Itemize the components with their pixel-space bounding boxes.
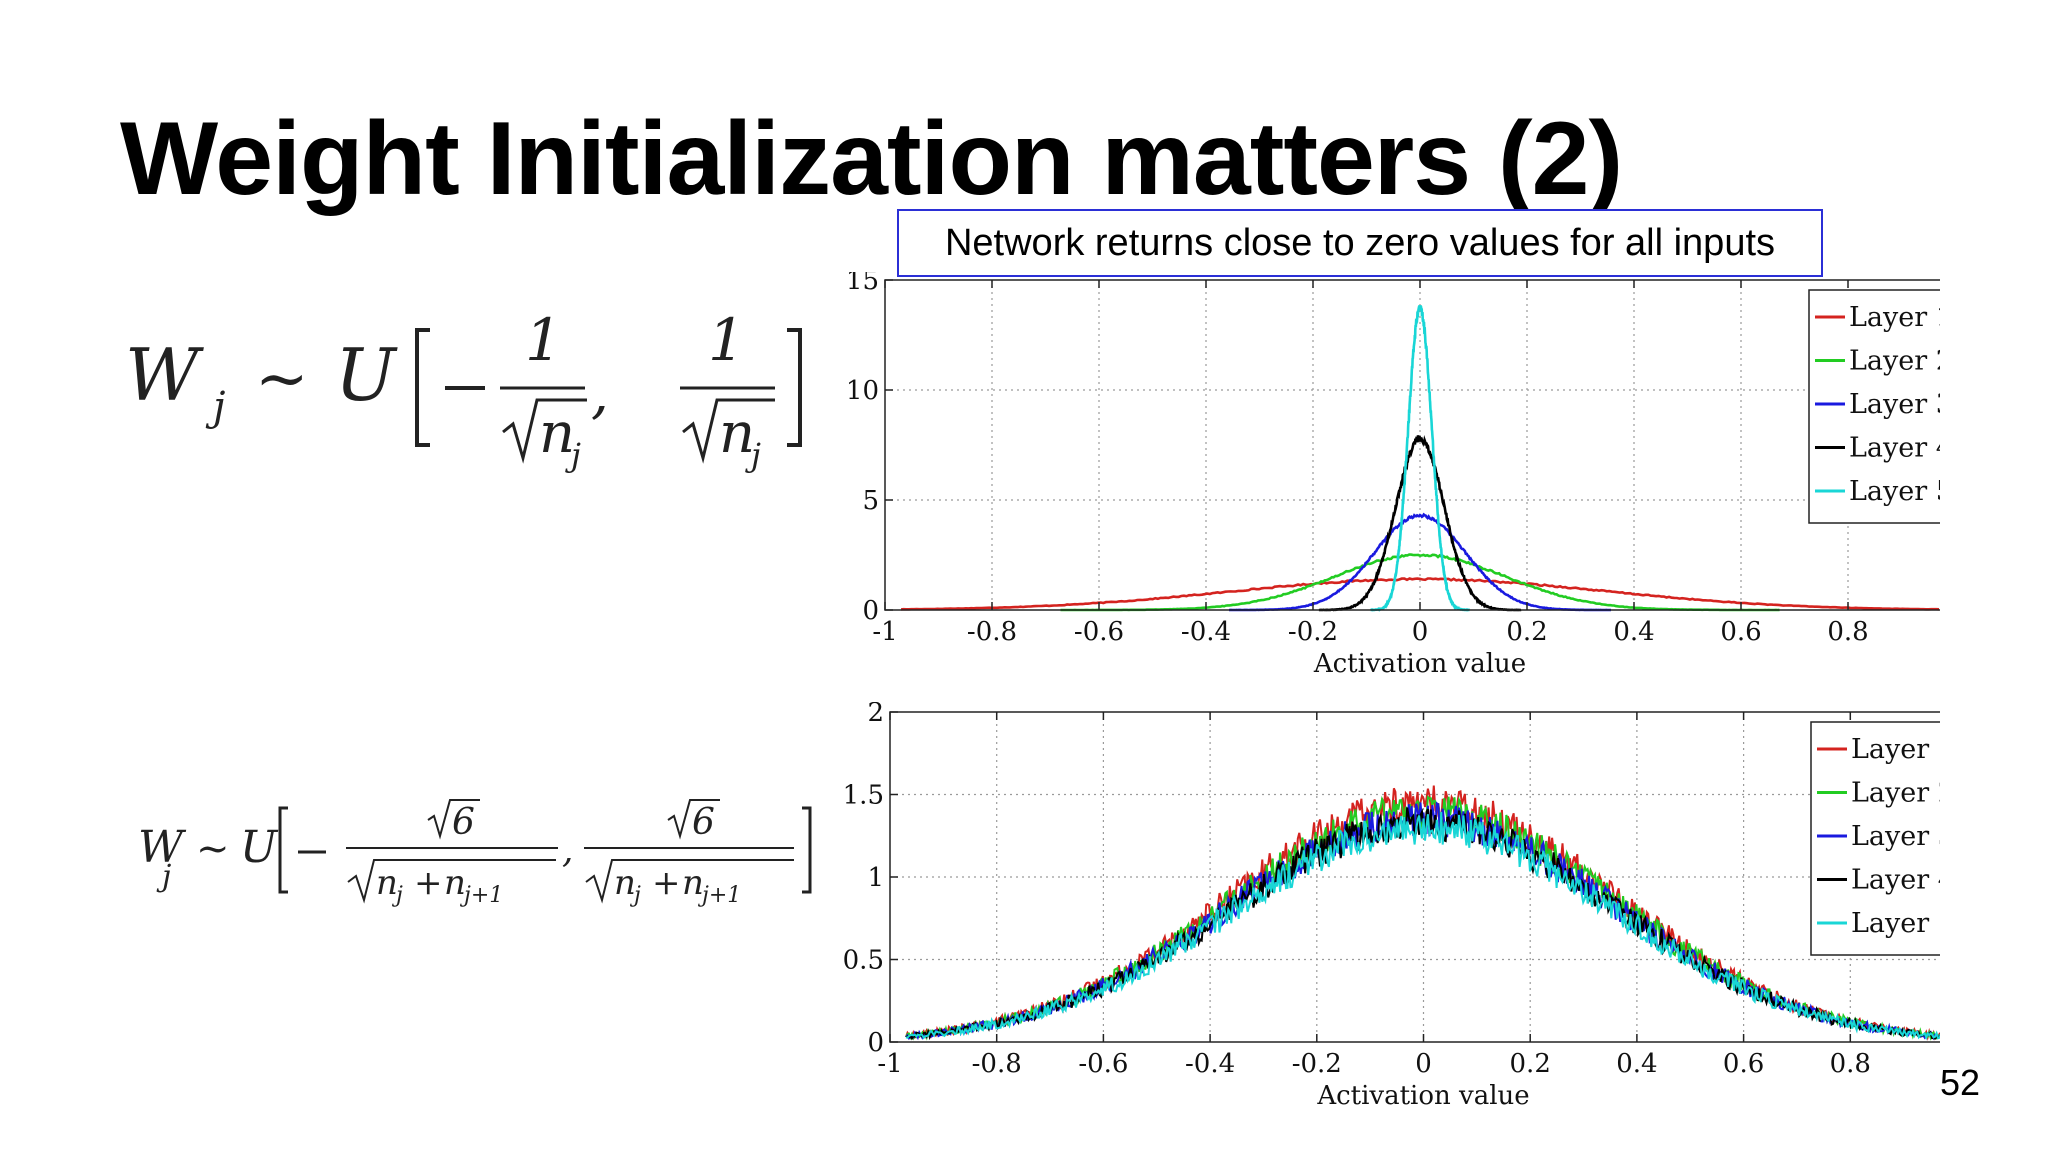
svg-text:~: ~ [255, 342, 309, 416]
svg-text:,: , [591, 361, 609, 426]
chart-grid [890, 712, 1957, 1042]
svg-text:1: 1 [525, 306, 562, 374]
svg-text:+: + [414, 863, 443, 903]
svg-text:U: U [240, 822, 279, 873]
series-line-1 [900, 577, 1940, 611]
y-tick-label: 1.5 [843, 781, 884, 811]
legend-label-1: Layer 1 [1851, 734, 1940, 765]
y-tick-label: 0 [862, 596, 879, 626]
x-tick-label: -0.8 [967, 617, 1017, 647]
y-tick-label: 0.5 [843, 946, 884, 976]
svg-text:n: n [444, 863, 466, 903]
x-tick-label: -0.6 [1074, 617, 1124, 647]
y-tick-label: 15 [846, 272, 879, 296]
series-line-5 [1370, 305, 1470, 612]
series-line-4 [1318, 435, 1522, 612]
x-tick-label: -0.4 [1181, 617, 1231, 647]
x-tick-label: 0.8 [1830, 1049, 1871, 1079]
chart-legend: Layer 1 Layer 2 Layer 3 Layer 4 Layer 5 [1808, 289, 1953, 524]
activation-histogram-uniform: -1-0.8-0.6-0.4-0.200.20.40.60.81051015Ac… [840, 266, 1963, 697]
chart-bottom-svg: -1-0.8-0.6-0.4-0.200.20.40.60.8100.511.5… [843, 698, 1966, 1111]
y-tick-label: 1 [867, 863, 884, 893]
series-line-2 [1060, 553, 1780, 612]
x-tick-label: 0 [1415, 1049, 1432, 1079]
x-tick-label: -1 [877, 1049, 902, 1079]
legend-label-4: Layer 4 [1849, 433, 1940, 464]
x-tick-label: 0.6 [1723, 1049, 1764, 1079]
svg-text:n: n [682, 863, 704, 903]
legend-box [1810, 721, 1952, 956]
x-tick-label: 0.8 [1827, 617, 1868, 647]
x-tick-label: -0.2 [1292, 1049, 1342, 1079]
activation-histogram-normalized: -1-0.8-0.6-0.4-0.200.20.40.60.8100.511.5… [840, 698, 1966, 1127]
svg-text:n: n [614, 863, 636, 903]
svg-text:n: n [539, 401, 575, 466]
legend-label-1: Layer 1 [1849, 302, 1940, 333]
svg-text:n: n [376, 863, 398, 903]
x-tick-label: 0 [1412, 617, 1429, 647]
legend-box [1808, 289, 1950, 524]
legend-label-4: Layer 4 [1851, 865, 1940, 896]
legend-label-2: Layer 2 [1851, 778, 1940, 809]
svg-text:j: j [205, 384, 225, 430]
formula-uniform-init: W j ~ U 1 n j , 1 n j [125, 300, 825, 504]
svg-text:j+1: j+1 [459, 883, 503, 908]
x-tick-label: -0.6 [1078, 1049, 1128, 1079]
svg-text:,: , [562, 830, 573, 871]
svg-text:j+1: j+1 [697, 883, 741, 908]
x-tick-label: 0.4 [1616, 1049, 1657, 1079]
x-tick-label: -1 [872, 617, 897, 647]
x-tick-label: -0.8 [972, 1049, 1022, 1079]
x-axis-title: Activation value [1316, 1081, 1529, 1111]
svg-text:n: n [719, 401, 755, 466]
svg-text:U: U [335, 333, 398, 417]
svg-text:~: ~ [196, 826, 230, 872]
svg-text:6: 6 [692, 802, 715, 843]
y-tick-label: 0 [867, 1028, 884, 1058]
x-tick-label: 0.6 [1720, 617, 1761, 647]
x-tick-label: -0.4 [1185, 1049, 1235, 1079]
legend-label-3: Layer 3 [1849, 389, 1940, 420]
x-tick-label: 0.4 [1613, 617, 1654, 647]
legend-label-5: Layer 5 [1849, 476, 1940, 507]
svg-text:1: 1 [708, 306, 745, 374]
legend-label-5: Layer 5 [1851, 908, 1940, 939]
page-number: 52 [1940, 1062, 1981, 1103]
x-tick-label: 0.2 [1510, 1049, 1551, 1079]
legend-label-3: Layer 3 [1851, 821, 1940, 852]
legend-label-2: Layer 2 [1849, 346, 1940, 377]
svg-text:W: W [125, 333, 204, 417]
callout-box: Network returns close to zero values for… [897, 209, 1823, 277]
chart-legend: Layer 1 Layer 2 Layer 3 Layer 4 Layer 5 [1810, 721, 1955, 956]
x-tick-label: -0.2 [1288, 617, 1338, 647]
y-tick-label: 2 [867, 702, 884, 728]
y-tick-label: 5 [862, 486, 879, 516]
svg-text:+: + [652, 863, 681, 903]
series-line-5 [905, 811, 1942, 1041]
series-line-3 [1229, 512, 1611, 612]
y-tick-label: 10 [846, 376, 879, 406]
svg-text:W: W [138, 822, 187, 873]
slide-title: Weight Initialization matters (2) [120, 101, 1623, 217]
x-tick-label: 0.2 [1506, 617, 1547, 647]
x-axis-title: Activation value [1313, 649, 1526, 679]
chart-top-svg: -1-0.8-0.6-0.4-0.200.20.40.60.81051015Ac… [846, 266, 1963, 679]
svg-text:6: 6 [452, 802, 475, 843]
formula-normalized-init: W j ~ U 6 n j + n j+1 , 6 n j + n j+1 [138, 790, 838, 934]
